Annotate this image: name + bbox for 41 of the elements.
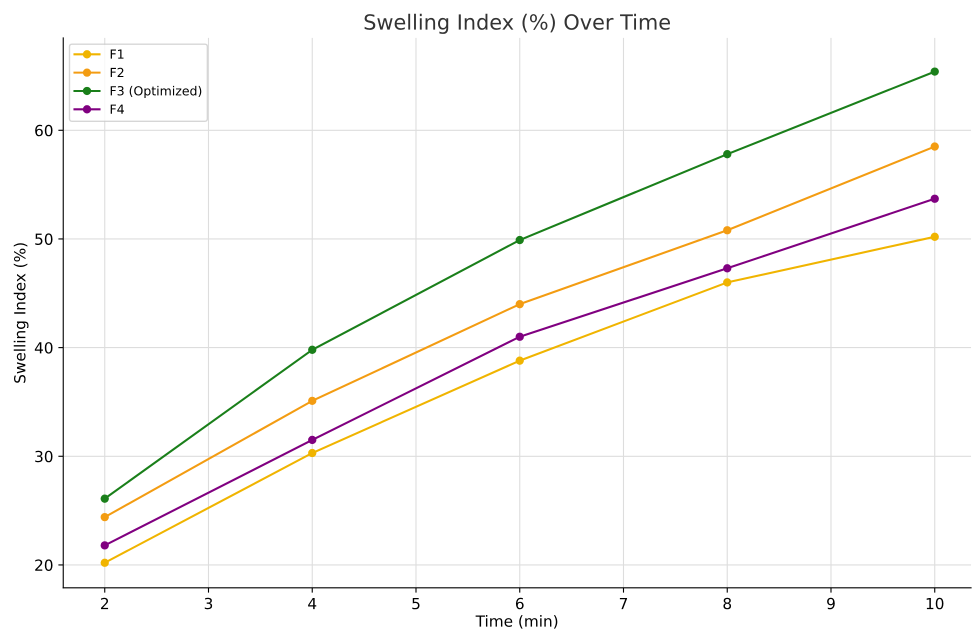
x-tick-label: 4	[308, 598, 316, 610]
point	[100, 512, 109, 522]
y-tick-label: 30	[35, 450, 53, 462]
x-axis-title: Time (min)	[476, 615, 558, 629]
legend-label: F1	[110, 50, 124, 59]
x-tick-label: 9	[827, 598, 835, 610]
point	[723, 264, 732, 272]
legend-label: F4	[110, 104, 124, 114]
point	[516, 300, 524, 308]
x-tick-label: 8	[723, 598, 732, 610]
point	[723, 226, 732, 234]
legend-label: F2	[110, 68, 124, 78]
y-tick-label: 60	[35, 124, 53, 136]
point	[930, 232, 939, 241]
point	[308, 436, 316, 444]
point	[516, 356, 524, 365]
point	[723, 278, 732, 287]
x-tick-label: 7	[620, 598, 628, 610]
point	[723, 150, 732, 158]
point	[308, 396, 316, 406]
point	[100, 541, 109, 550]
x-tick-label: 5	[412, 598, 420, 610]
point	[516, 236, 524, 244]
x-tick-label: 3	[204, 598, 212, 610]
point	[930, 142, 939, 151]
y-axis-title: Swelling Index (%)	[14, 243, 29, 383]
x-tick-label: 2	[101, 598, 108, 610]
legend-label: F3 (Optimized)	[110, 86, 202, 98]
point	[930, 67, 939, 76]
y-tick-label: 40	[34, 342, 53, 354]
x-tick-label: 6	[516, 598, 524, 610]
point	[100, 494, 109, 503]
y-tick-label: 50	[35, 233, 53, 245]
point	[930, 194, 939, 203]
x-tick-label: 10	[926, 598, 944, 610]
point	[308, 346, 316, 354]
point	[308, 448, 316, 458]
chart-title: Swelling Index (%) Over Time	[364, 14, 670, 34]
point	[516, 332, 524, 341]
point	[100, 558, 109, 567]
y-tick-label: 20	[35, 559, 53, 571]
